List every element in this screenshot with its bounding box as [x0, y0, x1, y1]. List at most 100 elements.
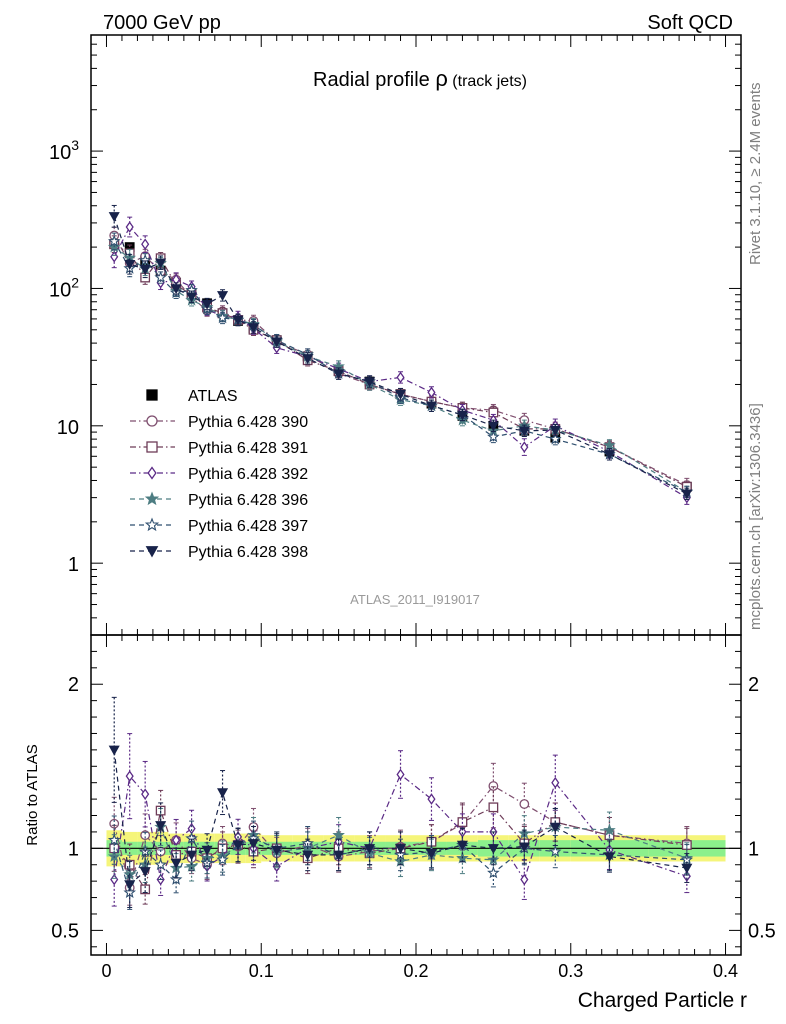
- data-point: [125, 221, 134, 233]
- legend-marker: [145, 546, 159, 558]
- series-4: [107, 238, 694, 499]
- ratio-y-axis-label: Ratio to ATLAS: [24, 744, 41, 845]
- series-5: [107, 232, 694, 499]
- legend-marker: [146, 415, 158, 427]
- title-main: Radial profile: [313, 69, 435, 91]
- y-tick-label: 1: [68, 554, 79, 576]
- ratio-point: [186, 850, 198, 861]
- data-point: [124, 260, 136, 270]
- x-tick-label: 0.4: [713, 961, 738, 981]
- ratio-series-5: [108, 696, 693, 908]
- series-3: [110, 216, 691, 505]
- legend-item-2: Pythia 6.428 391: [130, 440, 308, 457]
- ratio-point: [364, 844, 376, 855]
- data-point: [603, 438, 616, 451]
- ratio-point: [141, 788, 150, 800]
- ratio-point: [394, 844, 407, 855]
- data-point: [396, 371, 405, 384]
- ratio-y-tick-label-right: 0.5: [748, 920, 776, 942]
- legend: ATLAS Pythia 6.428 390 Pythia 6.428 391 Pyt…: [130, 388, 308, 561]
- legend-marker: [144, 517, 160, 532]
- legend-label: Pythia 6.428 391: [188, 440, 308, 457]
- chart-title: Radial profile ρ (track jets): [313, 66, 527, 91]
- ratio-series-line: [113, 773, 687, 882]
- ratio-y-tick-label: 1: [68, 838, 79, 860]
- ratio-point: [232, 840, 244, 851]
- x-axis-label: Charged Particle r: [578, 989, 747, 1012]
- data-point: [518, 426, 530, 437]
- legend-item-4: Pythia 6.428 396: [130, 491, 308, 509]
- data-point: [394, 389, 407, 400]
- data-point: [141, 238, 150, 250]
- legend-marker: [144, 491, 160, 506]
- ratio-point: [247, 839, 260, 850]
- data-point: [201, 299, 213, 310]
- legend-item-5: Pythia 6.428 397: [130, 517, 308, 535]
- ratio-point: [332, 828, 345, 841]
- ratio-series-line: [113, 837, 687, 895]
- ratio-point: [488, 781, 499, 791]
- ratio-point: [681, 863, 693, 874]
- data-point: [425, 401, 438, 412]
- data-point: [487, 430, 500, 443]
- y-tick-label: 10: [57, 417, 79, 439]
- series-line: [113, 225, 688, 499]
- ratio-point: [519, 799, 530, 809]
- data-point: [456, 410, 468, 421]
- ratio-point: [427, 793, 436, 805]
- header-left: 7000 GeV pp: [103, 12, 221, 34]
- ratio-point: [170, 858, 182, 869]
- header-right: Soft QCD: [647, 12, 733, 34]
- main-plot-area: 1 10 102 103: [49, 34, 742, 955]
- analysis-label: ATLAS_2011_I919017: [350, 592, 480, 607]
- ratio-point: [169, 872, 183, 885]
- ratio-point: [155, 805, 166, 816]
- data-point: [232, 315, 244, 326]
- ratio-y-tick-label: 0.5: [51, 920, 79, 942]
- ratio-y-tick-label-right: 2: [748, 674, 759, 696]
- ratio-point: [425, 849, 438, 859]
- series-line: [113, 241, 688, 493]
- ratio-frame: [90, 634, 742, 956]
- data-point: [549, 432, 562, 445]
- data-point: [302, 354, 314, 365]
- ratio-point: [154, 858, 167, 871]
- data-point: [681, 489, 693, 500]
- ratio-point: [140, 884, 151, 895]
- legend-item-0: ATLAS: [146, 388, 238, 405]
- ratio-point: [549, 822, 561, 833]
- legend-label: Pythia 6.428 392: [188, 466, 308, 483]
- mcplots-label: mcplots.cern.ch [arXiv:1306.3436]: [747, 403, 764, 630]
- data-point: [155, 258, 167, 269]
- data-point: [107, 234, 121, 247]
- ratio-series-line: [113, 825, 688, 876]
- ratio-plot-area: 0 0.1 0.2 0.3 0.4 0.5 0.5 1 1 2 2: [51, 634, 776, 981]
- ratio-point: [456, 840, 468, 851]
- legend-marker: [146, 389, 158, 401]
- data-point: [108, 212, 120, 223]
- ratio-series-2: [110, 733, 691, 907]
- data-point: [170, 284, 182, 295]
- legend-item-3: Pythia 6.428 392: [130, 466, 308, 483]
- ratio-point: [125, 770, 134, 782]
- ratio-point: [124, 880, 136, 891]
- data-point: [217, 291, 229, 302]
- data-point: [520, 441, 529, 453]
- y-tick-label: 103: [49, 137, 79, 164]
- ratio-point: [333, 850, 345, 861]
- legend-item-6: Pythia 6.428 398: [130, 544, 308, 561]
- ratio-series-line: [113, 749, 687, 886]
- ratio-point: [396, 768, 405, 781]
- data-point: [549, 425, 561, 436]
- legend-label: Pythia 6.428 398: [188, 544, 308, 561]
- ratio-point: [549, 845, 562, 857]
- title-sub: (track jets): [448, 73, 527, 90]
- data-point: [186, 292, 198, 303]
- legend-label: Pythia 6.428 397: [188, 518, 308, 535]
- ratio-y-tick-label: 2: [68, 674, 79, 696]
- series-line: [113, 216, 688, 495]
- legend-marker: [146, 441, 158, 453]
- data-point: [271, 337, 283, 348]
- ratio-point: [139, 867, 151, 878]
